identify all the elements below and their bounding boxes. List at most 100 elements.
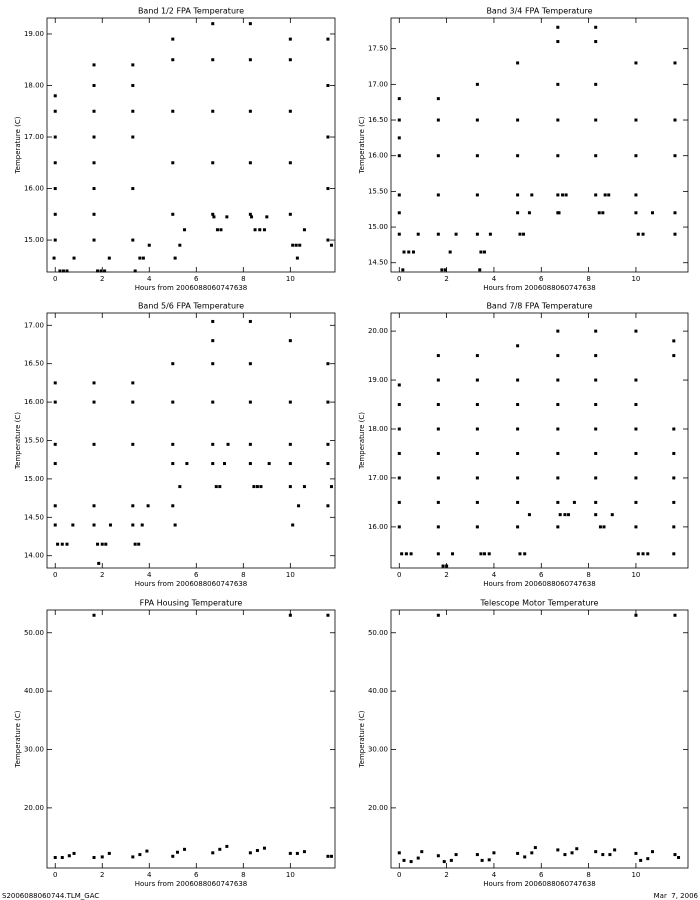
data-point xyxy=(556,25,560,29)
data-point xyxy=(672,476,676,480)
data-point xyxy=(603,193,607,197)
data-point xyxy=(171,58,175,62)
data-point xyxy=(288,58,292,62)
data-point xyxy=(92,613,96,617)
data-point xyxy=(100,542,104,546)
data-point xyxy=(673,118,677,122)
data-point xyxy=(634,851,638,855)
data-point xyxy=(454,232,458,236)
data-point xyxy=(248,462,252,466)
y-tick-label: 17.00 xyxy=(368,474,388,482)
data-point xyxy=(634,329,638,333)
data-point xyxy=(67,854,71,858)
data-point xyxy=(673,613,677,617)
data-point xyxy=(516,403,520,407)
data-point xyxy=(171,854,175,858)
data-point xyxy=(475,193,479,197)
data-point xyxy=(556,118,560,122)
data-point xyxy=(607,193,611,197)
data-point xyxy=(441,564,445,568)
data-point xyxy=(298,243,302,247)
data-point xyxy=(302,485,306,489)
y-tick-label: 15.50 xyxy=(24,437,44,445)
data-point xyxy=(131,504,135,508)
y-tick-label: 16.50 xyxy=(368,116,388,124)
data-point xyxy=(61,269,65,273)
data-point xyxy=(53,400,57,404)
data-point xyxy=(211,319,215,323)
data-point xyxy=(295,256,299,260)
data-point xyxy=(601,211,605,215)
data-point xyxy=(53,381,57,385)
data-point xyxy=(594,378,598,382)
data-point xyxy=(248,109,252,113)
data-point xyxy=(478,268,482,272)
data-point xyxy=(594,193,598,197)
data-point xyxy=(173,256,177,260)
data-point xyxy=(297,504,301,508)
data-point xyxy=(594,40,598,44)
data-point xyxy=(673,154,677,158)
data-point xyxy=(211,362,215,366)
data-point xyxy=(223,462,227,466)
y-tick-label: 16.00 xyxy=(24,398,44,406)
data-point xyxy=(572,500,576,504)
data-point xyxy=(178,243,182,247)
y-axis-label: Temperature (C) xyxy=(14,710,22,768)
data-point xyxy=(53,462,57,466)
footer-right: Mar 7, 2006 xyxy=(654,892,699,900)
data-point xyxy=(326,400,330,404)
y-tick-label: 15.50 xyxy=(368,187,388,195)
y-tick-label: 14.50 xyxy=(24,513,44,521)
data-point xyxy=(475,525,479,529)
data-point xyxy=(594,500,598,504)
data-point xyxy=(436,403,440,407)
data-point xyxy=(436,154,440,158)
data-point xyxy=(634,613,638,617)
data-point xyxy=(171,400,175,404)
data-point xyxy=(131,83,135,87)
data-point xyxy=(530,851,534,855)
data-point xyxy=(60,855,64,859)
data-point xyxy=(60,542,64,546)
data-point xyxy=(436,193,440,197)
data-point xyxy=(556,427,560,431)
data-point xyxy=(420,850,424,854)
x-axis-label: Hours from 2006088060747638 xyxy=(135,880,248,888)
y-tick-label: 16.00 xyxy=(368,523,388,531)
data-point xyxy=(250,215,254,219)
data-point xyxy=(255,485,259,489)
data-point xyxy=(411,250,415,254)
y-tick-label: 50.00 xyxy=(368,629,388,637)
data-point xyxy=(436,854,440,858)
chart-title: FPA Housing Temperature xyxy=(140,599,243,608)
data-point xyxy=(602,525,606,529)
data-point xyxy=(673,211,677,215)
data-point xyxy=(641,232,645,236)
data-point xyxy=(171,442,175,446)
data-point xyxy=(451,552,455,556)
data-point xyxy=(516,154,520,158)
data-point xyxy=(53,109,57,113)
data-point xyxy=(673,232,677,236)
x-tick-label: 10 xyxy=(631,871,640,879)
data-point xyxy=(131,109,135,113)
data-point xyxy=(291,243,295,247)
data-point xyxy=(518,552,522,556)
x-tick-label: 10 xyxy=(286,871,295,879)
data-point xyxy=(53,238,57,242)
data-point xyxy=(479,552,483,556)
data-point xyxy=(397,403,401,407)
data-point xyxy=(288,400,292,404)
x-tick-label: 2 xyxy=(100,871,104,879)
data-point xyxy=(516,427,520,431)
data-point xyxy=(65,542,69,546)
x-tick-label: 8 xyxy=(586,871,590,879)
data-point xyxy=(475,403,479,407)
data-point xyxy=(634,525,638,529)
data-point xyxy=(475,82,479,86)
data-point xyxy=(556,82,560,86)
data-point xyxy=(672,500,676,504)
footer-left: S2006088060744.TLM_GAC xyxy=(2,892,99,900)
data-point xyxy=(482,250,486,254)
